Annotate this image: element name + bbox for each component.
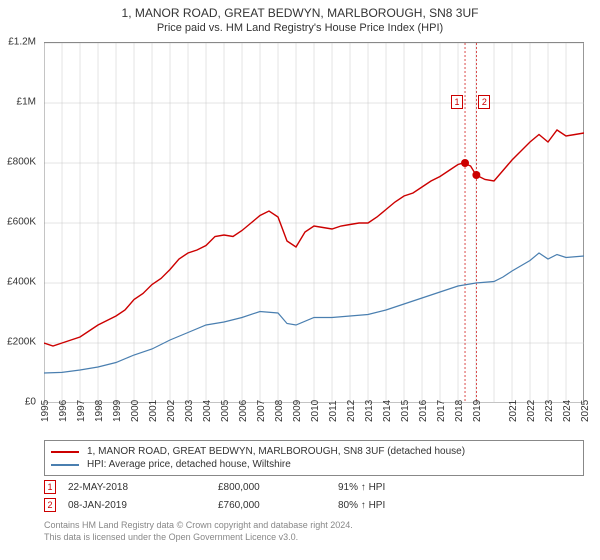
sale-price: £800,000 bbox=[218, 482, 338, 493]
sale-marker-icon: 2 bbox=[44, 498, 56, 512]
x-tick-label: 2011 bbox=[328, 400, 339, 422]
sale-date: 22-MAY-2018 bbox=[68, 482, 218, 493]
x-tick-label: 2003 bbox=[184, 400, 195, 422]
footer-line2: This data is licensed under the Open Gov… bbox=[44, 532, 584, 544]
x-tick-label: 2017 bbox=[436, 400, 447, 422]
legend: 1, MANOR ROAD, GREAT BEDWYN, MARLBOROUGH… bbox=[44, 440, 584, 476]
x-tick-label: 2000 bbox=[130, 400, 141, 422]
x-tick-label: 2012 bbox=[346, 400, 357, 422]
legend-swatch bbox=[51, 451, 79, 453]
x-tick-label: 2004 bbox=[202, 400, 213, 422]
y-tick-label: £200K bbox=[7, 337, 36, 348]
sale-date: 08-JAN-2019 bbox=[68, 500, 218, 511]
title-address: 1, MANOR ROAD, GREAT BEDWYN, MARLBOROUGH… bbox=[0, 6, 600, 20]
y-axis-labels: £0£200K£400K£600K£800K£1M£1.2M bbox=[0, 42, 40, 402]
chart-plot-area: 12 bbox=[44, 42, 584, 402]
x-axis-labels: 1995199619971998199920002001200220032004… bbox=[44, 404, 584, 444]
sale-price: £760,000 bbox=[218, 500, 338, 511]
chart-titles: 1, MANOR ROAD, GREAT BEDWYN, MARLBOROUGH… bbox=[0, 0, 600, 34]
y-tick-label: £400K bbox=[7, 277, 36, 288]
x-tick-label: 1999 bbox=[112, 400, 123, 422]
x-tick-label: 2021 bbox=[508, 400, 519, 422]
x-tick-label: 1998 bbox=[94, 400, 105, 422]
sale-row: 2 08-JAN-2019£760,00080% ↑ HPI bbox=[44, 496, 584, 514]
x-tick-label: 2005 bbox=[220, 400, 231, 422]
x-tick-label: 2025 bbox=[580, 400, 591, 422]
y-tick-label: £600K bbox=[7, 217, 36, 228]
sale-change: 80% ↑ HPI bbox=[338, 500, 458, 511]
footer-line1: Contains HM Land Registry data © Crown c… bbox=[44, 520, 584, 532]
x-tick-label: 2007 bbox=[256, 400, 267, 422]
x-tick-label: 2016 bbox=[418, 400, 429, 422]
x-tick-label: 2008 bbox=[274, 400, 285, 422]
y-tick-label: £800K bbox=[7, 157, 36, 168]
x-tick-label: 2006 bbox=[238, 400, 249, 422]
x-tick-label: 2013 bbox=[364, 400, 375, 422]
legend-label: 1, MANOR ROAD, GREAT BEDWYN, MARLBOROUGH… bbox=[87, 446, 465, 457]
legend-item: 1, MANOR ROAD, GREAT BEDWYN, MARLBOROUGH… bbox=[51, 445, 577, 458]
y-tick-label: £1.2M bbox=[8, 37, 36, 48]
chart-svg bbox=[44, 43, 584, 403]
sale-row: 1 22-MAY-2018£800,00091% ↑ HPI bbox=[44, 478, 584, 496]
x-tick-label: 2019 bbox=[472, 400, 483, 422]
x-tick-label: 1995 bbox=[40, 400, 51, 422]
sale-marker-label: 2 bbox=[478, 95, 490, 109]
x-tick-label: 2024 bbox=[562, 400, 573, 422]
x-tick-label: 2009 bbox=[292, 400, 303, 422]
x-tick-label: 2001 bbox=[148, 400, 159, 422]
x-tick-label: 2023 bbox=[544, 400, 555, 422]
x-tick-label: 2014 bbox=[382, 400, 393, 422]
y-tick-label: £0 bbox=[25, 397, 36, 408]
legend-swatch bbox=[51, 464, 79, 466]
x-tick-label: 1996 bbox=[58, 400, 69, 422]
sale-change: 91% ↑ HPI bbox=[338, 482, 458, 493]
title-subtitle: Price paid vs. HM Land Registry's House … bbox=[0, 22, 600, 34]
sale-marker-icon: 1 bbox=[44, 480, 56, 494]
y-tick-label: £1M bbox=[17, 97, 36, 108]
x-tick-label: 2010 bbox=[310, 400, 321, 422]
x-tick-label: 2002 bbox=[166, 400, 177, 422]
sales-table: 1 22-MAY-2018£800,00091% ↑ HPI 2 08-JAN-201… bbox=[44, 478, 584, 514]
x-tick-label: 2018 bbox=[454, 400, 465, 422]
legend-label: HPI: Average price, detached house, Wilt… bbox=[87, 459, 291, 470]
footer-attribution: Contains HM Land Registry data © Crown c… bbox=[44, 520, 584, 543]
x-tick-label: 2015 bbox=[400, 400, 411, 422]
legend-item: HPI: Average price, detached house, Wilt… bbox=[51, 458, 577, 471]
sale-marker-label: 1 bbox=[451, 95, 463, 109]
x-tick-label: 2022 bbox=[526, 400, 537, 422]
x-tick-label: 1997 bbox=[76, 400, 87, 422]
